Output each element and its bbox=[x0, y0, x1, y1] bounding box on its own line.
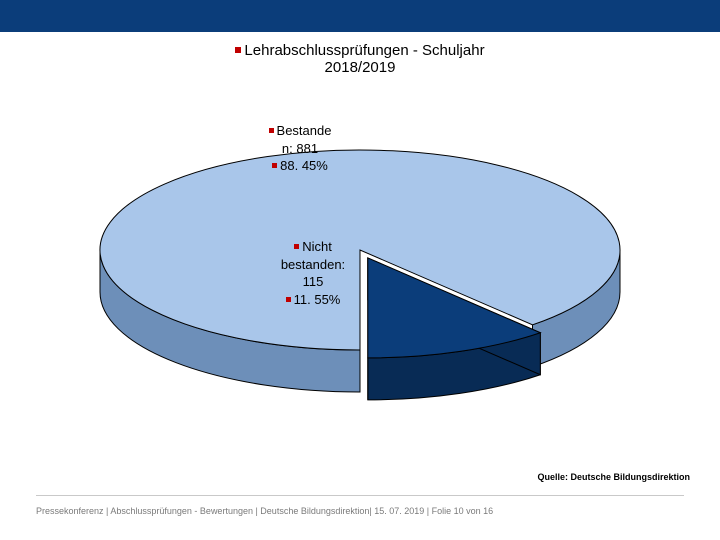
pass-l1: Bestande bbox=[277, 123, 332, 138]
fail-l3: 115 bbox=[303, 274, 324, 289]
fail-l4: 11. 55% bbox=[294, 292, 341, 307]
fail-l1: Nicht bbox=[302, 239, 332, 254]
source-text: Quelle: Deutsche Bildungsdirektion bbox=[537, 472, 690, 482]
bullet-icon bbox=[235, 47, 241, 53]
chart-title: Lehrabschlussprüfungen - Schuljahr 2018/… bbox=[0, 42, 720, 77]
title-line-1: Lehrabschlussprüfungen - Schuljahr bbox=[244, 42, 484, 59]
footer-divider bbox=[36, 495, 684, 496]
pie-chart: Bestande n: 881 88. 45% Nicht bestanden:… bbox=[70, 110, 650, 410]
slice-label-pass: Bestande n: 881 88. 45% bbox=[240, 122, 360, 175]
header-bar bbox=[0, 0, 720, 32]
pass-l3: 88. 45% bbox=[280, 158, 328, 173]
footer-text: Pressekonferenz | Abschlussprüfungen - B… bbox=[36, 506, 493, 516]
slice-label-fail: Nicht bestanden: 115 11. 55% bbox=[248, 238, 378, 308]
bullet-icon bbox=[269, 128, 274, 133]
title-line-2: 2018/2019 bbox=[325, 59, 396, 76]
pass-l2: n: 881 bbox=[282, 141, 318, 156]
bullet-icon bbox=[286, 297, 291, 302]
bullet-icon bbox=[294, 244, 299, 249]
slide: Lehrabschlussprüfungen - Schuljahr 2018/… bbox=[0, 0, 720, 540]
bullet-icon bbox=[272, 163, 277, 168]
fail-l2: bestanden: bbox=[281, 257, 345, 272]
